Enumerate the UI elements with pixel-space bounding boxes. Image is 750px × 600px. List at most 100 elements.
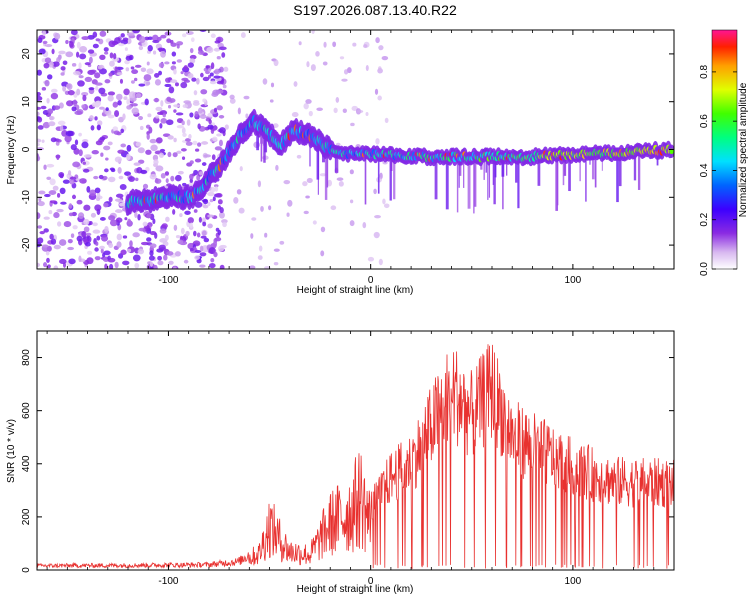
spectrogram-cell: [212, 136, 218, 142]
snr-ytick-label: 600: [21, 402, 32, 419]
spectrogram-cell: [107, 257, 116, 263]
spectrogram-cell: [44, 57, 52, 64]
spectrogram-cell: [119, 183, 127, 191]
spectrogram-cell: [99, 106, 105, 110]
spectrogram-cell: [100, 235, 109, 242]
spectrogram-cell: [375, 138, 380, 145]
spectrogram-cell: [330, 205, 337, 211]
spectrogram-cell: [126, 105, 132, 110]
spectrogram-cell: [104, 79, 111, 84]
spectrogram-cell: [243, 95, 250, 100]
spectrogram-cell: [66, 83, 71, 89]
spectrogram-cell: [122, 37, 129, 42]
spectrogram-cell: [211, 154, 216, 161]
spectrogram-cell: [192, 140, 198, 146]
spectrogram-cell: [146, 213, 152, 219]
spectrogram-cell: [56, 208, 64, 213]
spectrogram-xtick-label: -100: [158, 275, 178, 286]
spectrogram-cell: [96, 124, 101, 131]
spectrogram-cell: [68, 212, 74, 217]
spectrogram-cell: [96, 192, 101, 198]
spectrogram-cell: [48, 121, 56, 127]
spectrogram-cell: [53, 265, 59, 269]
colorbar-ticks: 0.0 0.2 0.4 0.6 0.8: [699, 64, 737, 276]
spectrogram-cell: [157, 111, 164, 116]
spectrogram-cell: [92, 43, 99, 49]
spectrogram-cell: [58, 50, 66, 55]
spectrogram-cell: [68, 258, 76, 265]
spectrogram-cell: [268, 205, 272, 211]
spectrogram-cell: [56, 192, 61, 198]
spectrogram-cell: [70, 233, 75, 238]
spectrogram-cell: [201, 230, 207, 236]
spectrogram-cell: [76, 199, 83, 205]
spectrogram-cell: [199, 171, 203, 176]
spectrogram-cell: [233, 197, 239, 204]
spectrogram-cell: [148, 255, 155, 261]
spectrogram-cell: [140, 169, 148, 174]
spectrogram-cell: [201, 162, 207, 166]
spectrogram-ytick-label: -20: [21, 237, 32, 252]
spectrogram-cell: [159, 228, 167, 234]
spectrogram-cell: [336, 177, 344, 181]
spectrogram-cell: [305, 99, 312, 104]
spectrogram-cell: [124, 59, 130, 65]
spectrogram-cell: [207, 191, 215, 197]
spectrogram-cell: [194, 249, 202, 253]
spectrogram-cell: [105, 157, 109, 161]
snr-xtick-label: -100: [158, 576, 178, 587]
spectrogram-cell: [373, 188, 377, 195]
spectrogram-cell: [67, 90, 75, 96]
colorbar-gradient: [711, 29, 738, 270]
spectrogram-cell: [125, 67, 130, 72]
spectrogram-cell: [149, 138, 157, 144]
spectrogram-cell: [174, 251, 181, 257]
spectrogram-cell: [69, 41, 74, 48]
spectrogram-cell: [210, 257, 215, 263]
spectrogram-cell: [60, 72, 65, 76]
spectrogram-cell: [275, 164, 279, 171]
spectrogram-cell: [46, 257, 50, 263]
spectrogram-cell: [222, 84, 227, 89]
spectrogram-cell: [97, 120, 103, 126]
spectrogram-cell: [339, 56, 345, 60]
spectrogram-cell: [126, 144, 132, 152]
spectrogram-cell: [41, 139, 45, 143]
spectrogram-cell: [192, 101, 200, 106]
spectrogram-cell: [161, 223, 168, 229]
spectrogram-cell: [349, 169, 354, 175]
spectrogram-cell: [130, 66, 135, 70]
spectrogram-cell: [172, 208, 176, 215]
spectrogram-cell: [180, 227, 185, 235]
spectrogram-cell: [37, 106, 42, 110]
spectrogram-cell: [99, 245, 105, 250]
spectrogram-cell: [194, 201, 203, 208]
colorbar-tick-label: 0.2: [699, 212, 710, 226]
spectrogram-cell: [37, 262, 41, 267]
spectrogram-cell: [114, 156, 122, 163]
spectrogram-cell: [377, 95, 382, 101]
spectrogram-cell: [202, 204, 209, 209]
spectrogram-cell: [43, 216, 50, 220]
spectrogram-cell: [191, 77, 197, 82]
spectrogram-cell: [123, 88, 130, 96]
snr-panel: -100 0 100 0 200 400 600 800 Height of straight…: [6, 330, 675, 595]
spectrogram-cell: [95, 140, 103, 146]
spectrogram-cell: [322, 61, 328, 66]
spectrogram-cell: [157, 47, 166, 51]
spectrogram-cell: [57, 120, 66, 126]
spectrogram-cell: [197, 50, 205, 55]
spectrogram-cell: [154, 79, 162, 86]
spectrogram-cell: [213, 240, 218, 247]
spectrogram-cell: [83, 226, 90, 233]
spectrogram-cell: [44, 193, 51, 198]
spectrogram-cell: [108, 40, 116, 48]
spectrogram-cell: [302, 181, 308, 187]
spectrogram-cell: [79, 178, 87, 184]
spectrogram-cell: [69, 176, 77, 180]
spectrogram-cell: [217, 205, 221, 210]
spectrogram-cell: [153, 159, 159, 165]
spectrogram-cell: [229, 98, 236, 104]
spectrogram-cell: [125, 55, 133, 61]
